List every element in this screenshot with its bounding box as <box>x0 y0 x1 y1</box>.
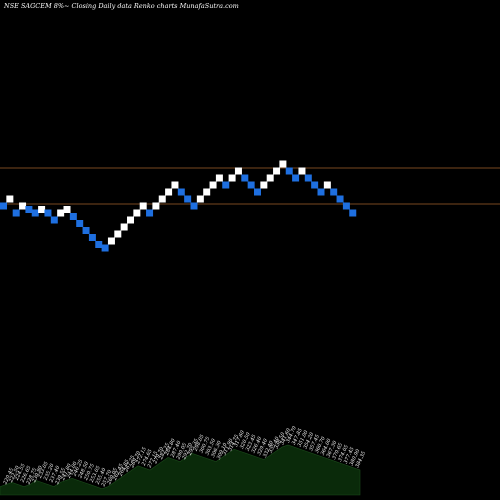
renko-brick-up <box>19 202 27 210</box>
renko-brick-up <box>209 181 217 189</box>
renko-brick-up <box>215 174 223 182</box>
renko-brick-down <box>44 209 52 217</box>
renko-brick-down <box>184 195 192 203</box>
volume-area-path <box>0 444 361 496</box>
renko-brick-up <box>57 209 65 217</box>
renko-brick-down <box>25 206 33 213</box>
renko-brick-up <box>323 181 331 189</box>
renko-brick-up <box>279 160 287 168</box>
renko-brick-down <box>101 244 109 252</box>
renko-brick-up <box>152 202 160 210</box>
renko-brick-down <box>0 202 7 210</box>
renko-brick-down <box>247 181 255 189</box>
renko-brick-down <box>69 213 77 220</box>
renko-brick-down <box>292 174 300 182</box>
renko-brick-up <box>107 237 115 245</box>
renko-brick-up <box>6 195 14 203</box>
reference-lines <box>0 167 500 205</box>
renko-brick-up <box>165 188 173 196</box>
renko-brick-down <box>12 209 20 217</box>
renko-brick-down <box>304 174 312 182</box>
renko-brick-up <box>120 223 128 231</box>
renko-brick-down <box>336 195 344 203</box>
renko-brick-up <box>234 167 242 175</box>
renko-brick-down <box>330 188 338 196</box>
renko-brick-down <box>285 167 293 175</box>
renko-brick-down <box>342 202 350 210</box>
renko-brick-up <box>228 174 236 182</box>
renko-brick-down <box>311 181 319 189</box>
renko-brick-up <box>127 216 134 224</box>
renko-brick-up <box>196 195 204 203</box>
renko-brick-down <box>88 234 96 241</box>
renko-brick-up <box>273 167 281 175</box>
renko-brick-down <box>241 174 249 182</box>
renko-brick-up <box>114 230 122 238</box>
renko-brick-down <box>50 216 58 224</box>
renko-brick-up <box>260 181 268 189</box>
renko-brick-down <box>254 188 261 196</box>
renko-brick-up <box>38 206 46 213</box>
renko-brick-down <box>177 188 185 196</box>
renko-brick-down <box>317 188 325 196</box>
renko-brick-up <box>171 181 179 189</box>
volume-area <box>0 444 361 496</box>
renko-brick-down <box>349 209 357 217</box>
renko-brick-down <box>95 241 103 248</box>
renko-brick-down <box>190 202 198 210</box>
renko-brick-up <box>139 202 147 210</box>
renko-bricks <box>0 160 357 252</box>
renko-brick-up <box>203 188 211 196</box>
renko-brick-up <box>133 209 141 217</box>
renko-brick-down <box>76 220 84 227</box>
renko-brick-down <box>82 227 90 234</box>
renko-brick-up <box>298 167 306 175</box>
renko-brick-down <box>222 181 230 189</box>
renko-brick-up <box>158 195 166 203</box>
renko-brick-up <box>63 206 71 213</box>
renko-brick-down <box>146 209 154 217</box>
renko-brick-down <box>31 209 39 217</box>
chart-title: NSE SAGCEM 8%~ Closing Daily data Renko … <box>3 2 239 10</box>
renko-brick-up <box>266 174 274 182</box>
